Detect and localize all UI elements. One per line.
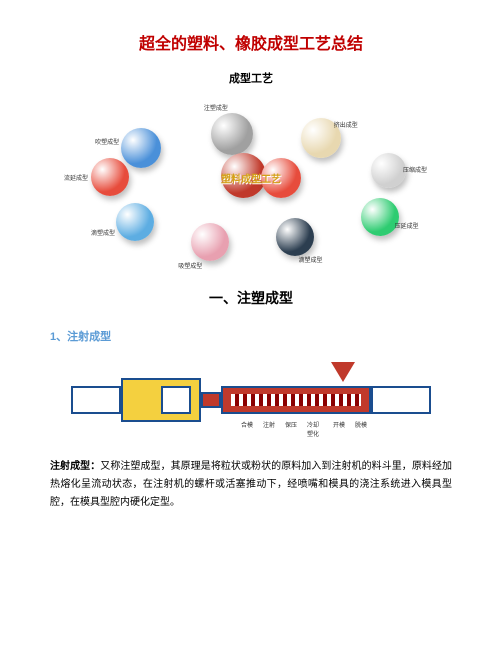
stage-label: 合模: [241, 420, 253, 429]
process-bubble-label: 吹塑成型: [95, 137, 119, 146]
process-infographic: 塑料成型工艺 吹塑成型注塑成型挤出成型压缩成型压延成型滴塑成型吸塑成型滴塑成型流…: [61, 98, 441, 258]
process-bubble-label: 注塑成型: [204, 103, 228, 112]
machine-left-rail: [71, 386, 121, 414]
process-bubble-label: 滴塑成型: [299, 255, 323, 264]
process-bubble-label: 流延成型: [64, 173, 88, 182]
process-bubble-label: 挤出成型: [334, 120, 358, 129]
machine-hopper-icon: [331, 362, 355, 382]
process-bubble: [211, 113, 253, 155]
body-content: 又称注塑成型，其原理是将粒状或粉状的原料加入到注射机的料斗里，原料经加热熔化呈流…: [50, 461, 452, 508]
machine-screw: [231, 394, 361, 406]
stage-label: 冷却 塑化: [307, 420, 319, 438]
document-title: 超全的塑料、橡胶成型工艺总结: [50, 30, 452, 54]
machine-right-rail: [371, 386, 431, 414]
machine-nozzle: [201, 392, 221, 408]
process-bubble: [121, 128, 161, 168]
process-bubble-label: 吸塑成型: [178, 261, 202, 270]
section-title: 一、注塑成型: [50, 288, 452, 308]
numbered-title: 1、注射成型: [50, 328, 452, 344]
body-paragraph: 注射成型：又称注塑成型，其原理是将粒状或粉状的原料加入到注射机的料斗里，原料经加…: [50, 458, 452, 512]
process-bubble: [276, 218, 314, 256]
injection-diagram: 合模 注射 保压 冷却 塑化 开模 脱模: [71, 356, 431, 446]
stage-label: 脱模: [355, 420, 367, 429]
process-bubble: [91, 158, 129, 196]
process-bubble: [116, 203, 154, 241]
document-subtitle: 成型工艺: [50, 70, 452, 86]
process-bubble: [191, 223, 229, 261]
machine-mold-cavity: [161, 386, 191, 414]
infographic-center-label: 塑料成型工艺: [221, 171, 281, 186]
stage-label: 注射: [263, 420, 275, 429]
body-label: 注射成型：: [50, 461, 100, 472]
process-bubble: [361, 198, 399, 236]
stage-label: 开模: [333, 420, 345, 429]
process-bubble: [371, 153, 406, 188]
process-bubble-label: 压缩成型: [403, 165, 427, 174]
stage-label: 保压: [285, 420, 297, 429]
process-bubble-label: 压延成型: [395, 221, 419, 230]
process-bubble-label: 滴塑成型: [91, 228, 115, 237]
